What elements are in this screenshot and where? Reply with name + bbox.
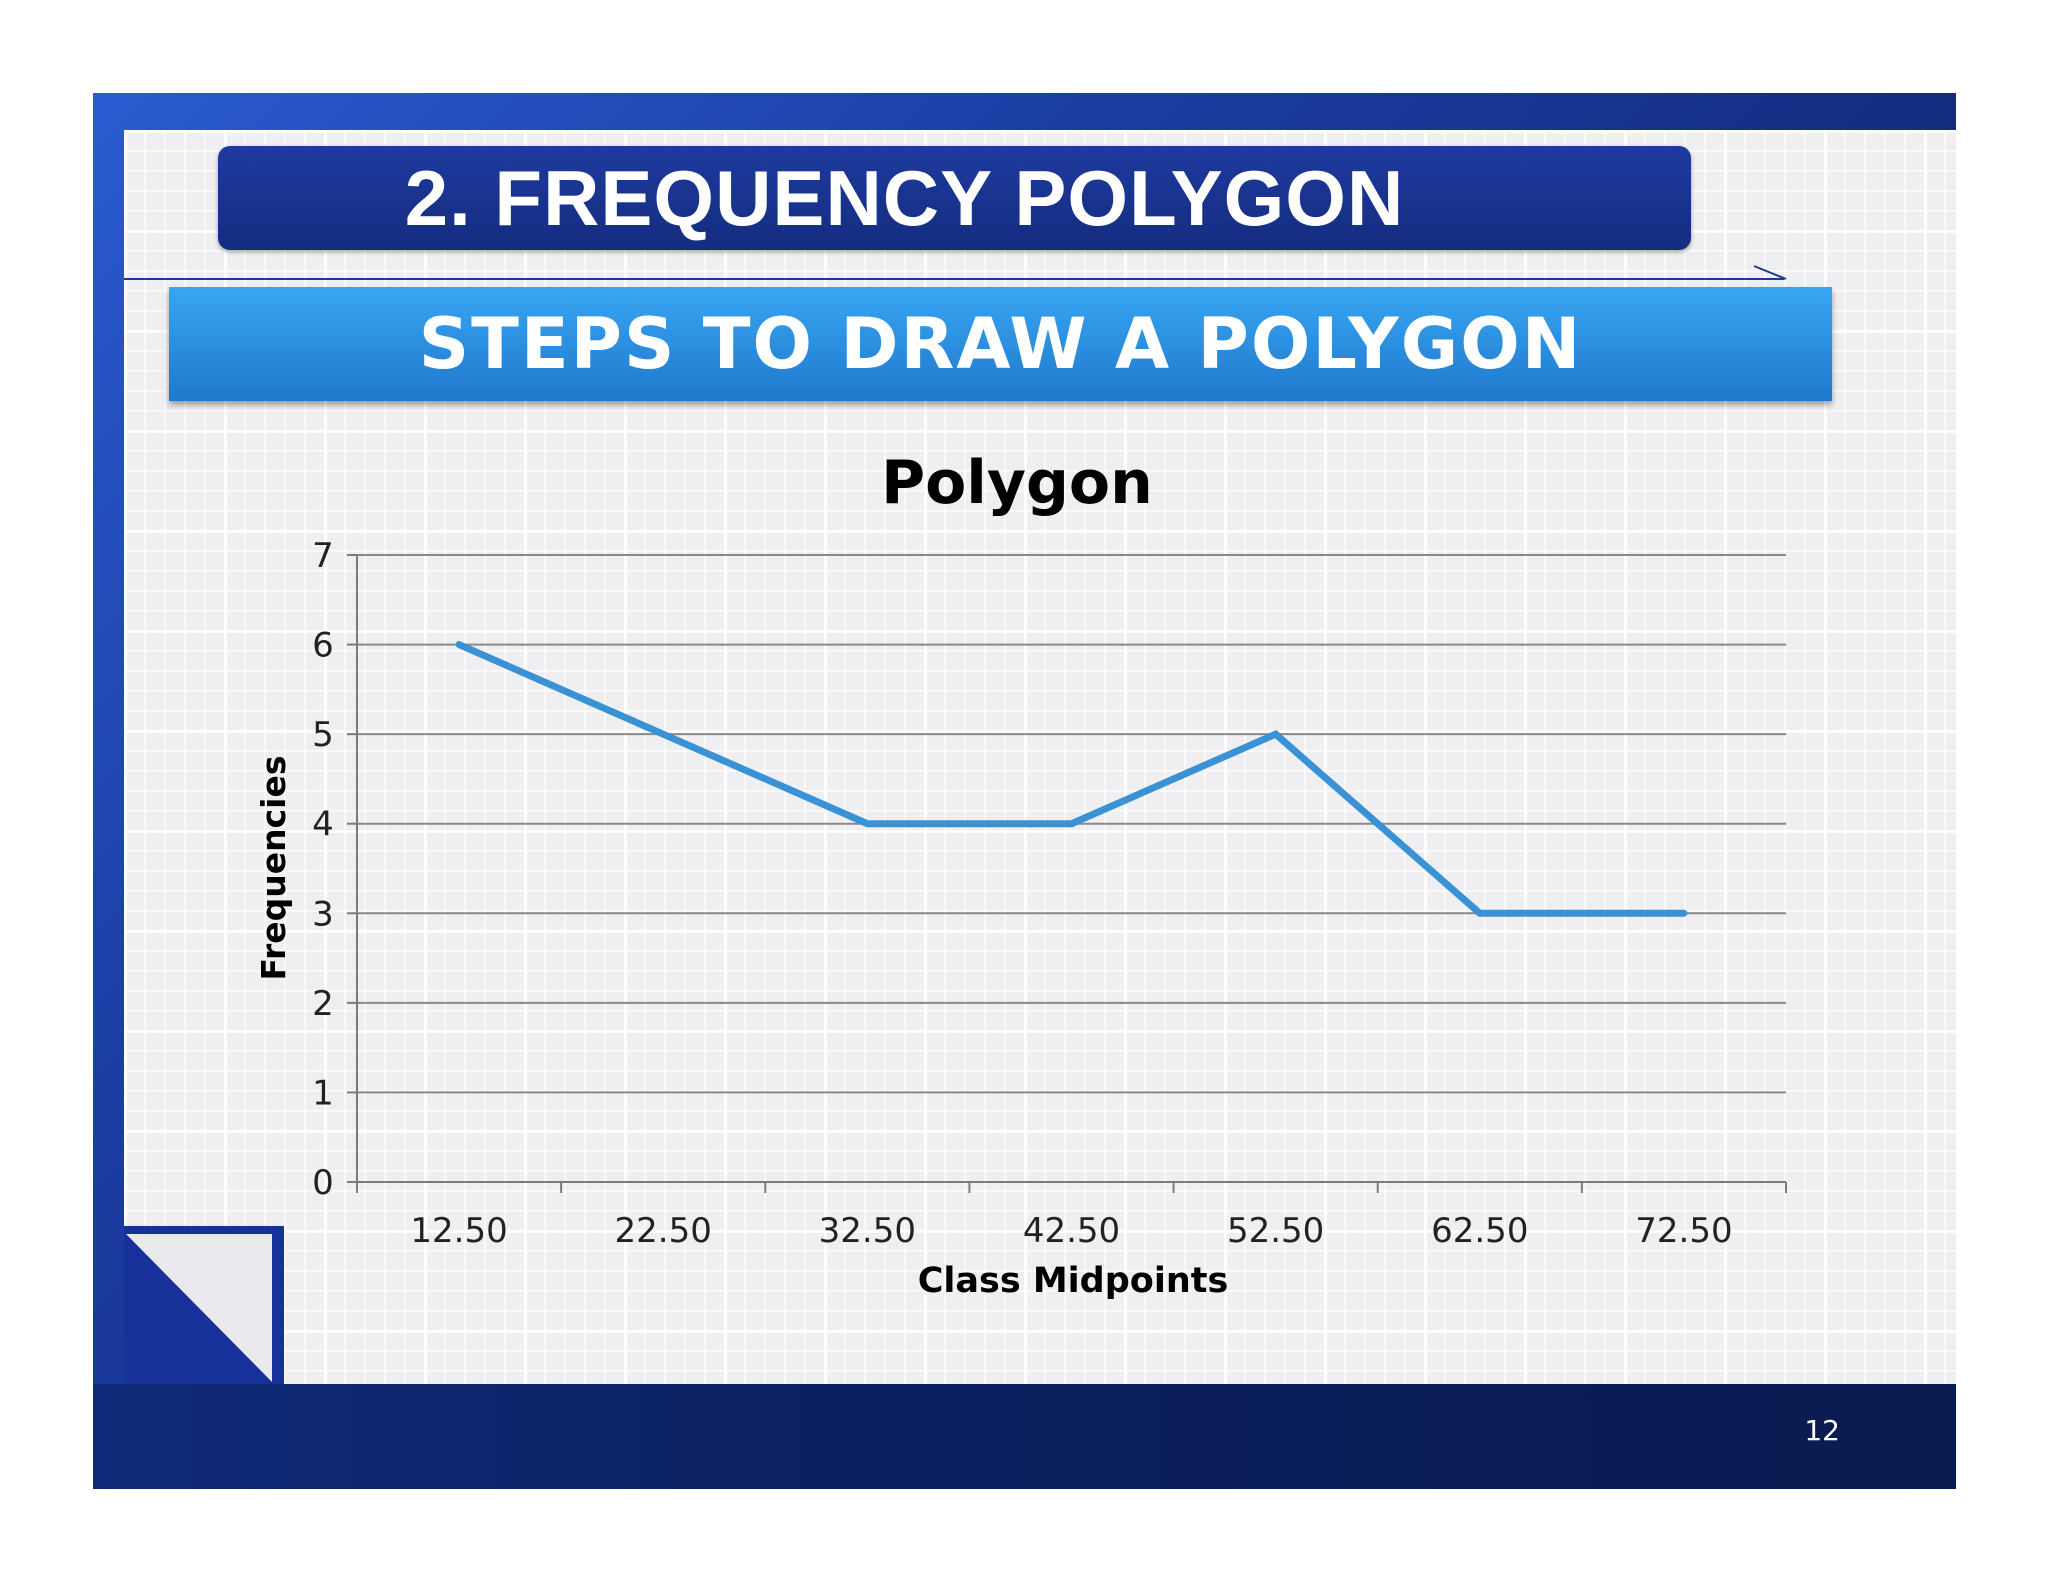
slide-title: 2. FREQUENCY POLYGON [404, 153, 1405, 242]
subtitle-bar: STEPS TO DRAW A POLYGON [169, 287, 1832, 401]
y-tick-label: 3 [312, 894, 334, 934]
bottom-band [93, 1384, 1956, 1489]
y-tick-label: 0 [312, 1163, 334, 1203]
page-number: 12 [1804, 1414, 1840, 1447]
data-point [456, 641, 463, 648]
data-point [660, 731, 667, 738]
y-tick-label: 5 [312, 715, 334, 755]
data-point [864, 820, 871, 827]
y-tick-label: 7 [312, 536, 334, 576]
chart-title: Polygon [881, 448, 1153, 518]
series-line [455, 641, 1688, 917]
data-point [1476, 910, 1483, 917]
x-axis-label: Class Midpoints [918, 1261, 1229, 1301]
x-tick-label: 32.50 [819, 1211, 916, 1251]
x-tick-label: 62.50 [1431, 1211, 1528, 1251]
page-curl-icon [124, 1234, 272, 1384]
y-tick-label: 4 [312, 805, 334, 845]
slide-subtitle: STEPS TO DRAW A POLYGON [418, 303, 1583, 385]
x-tick-label: 22.50 [615, 1211, 712, 1251]
y-tick-label: 1 [312, 1073, 334, 1113]
y-tick-label: 2 [312, 984, 334, 1024]
title-bar: 2. FREQUENCY POLYGON [218, 146, 1691, 250]
data-point [1272, 731, 1279, 738]
x-tick-label: 42.50 [1023, 1211, 1120, 1251]
y-axis-label: Frequencies [254, 756, 293, 981]
data-point [1680, 910, 1687, 917]
data-point [1068, 820, 1075, 827]
divider-arrow-icon [1753, 265, 1787, 280]
x-tick-label: 52.50 [1227, 1211, 1324, 1251]
x-tick-label: 12.50 [410, 1211, 507, 1251]
x-tick-label: 72.50 [1635, 1211, 1732, 1251]
y-tick-label: 6 [312, 626, 334, 666]
divider-line [124, 278, 1784, 280]
